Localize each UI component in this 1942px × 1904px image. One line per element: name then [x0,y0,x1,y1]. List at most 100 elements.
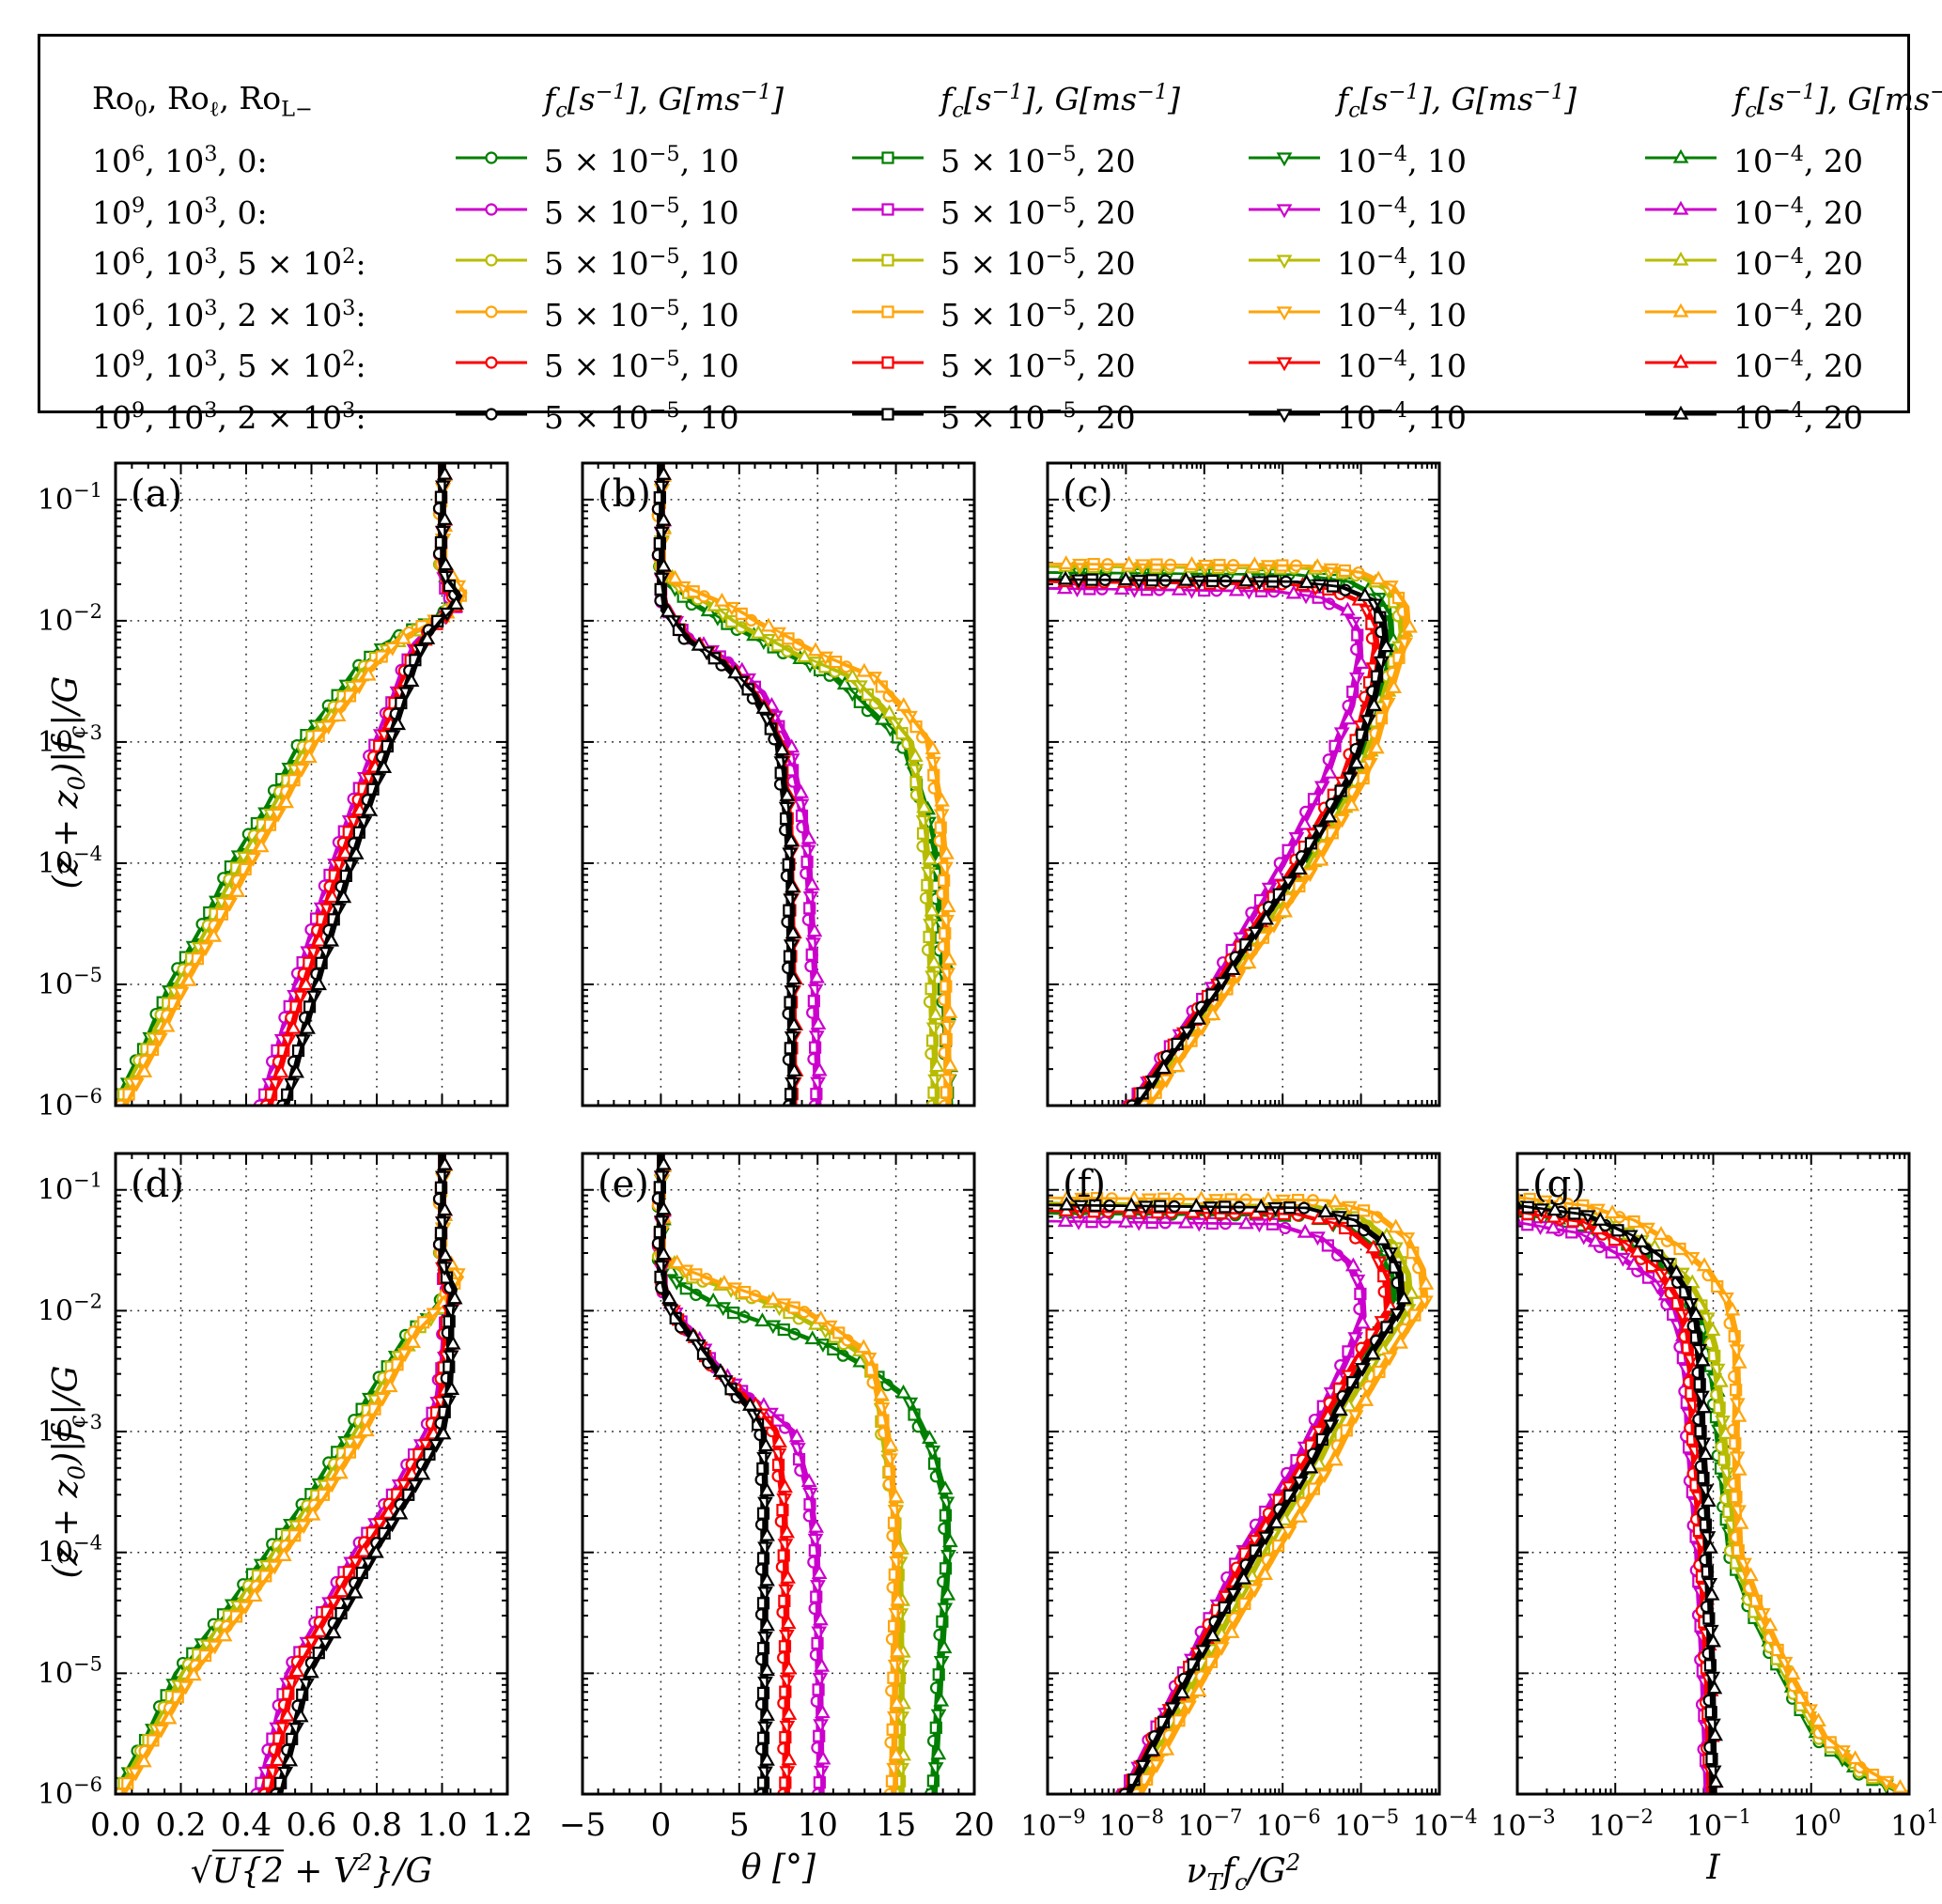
circle-marker-icon [456,304,527,318]
series-olive-triangle-up [662,463,940,1106]
legend-row-label: 109, 103, 2 × 103: [92,397,366,436]
legend-header-params-2: fc[s−1], G[ms−1] [940,80,1180,123]
legend-entry-label: 10−4, 20 [1733,244,1864,282]
series-green-triangle-up [1049,571,1395,1106]
legend-sample-circle [454,298,529,330]
panel-frame-c [1046,461,1441,1107]
legend-row-label: 109, 103, 5 × 102: [92,347,366,384]
x-axis-label-f: νTfc/G2 [1186,1849,1301,1896]
series-orange-triangle-up [1049,563,1412,1106]
svg-text:10−8: 10−8 [1099,1805,1164,1843]
series-black-triangle-down [1048,578,1387,1106]
svg-text:10−3: 10−3 [38,1411,102,1448]
series-green-triangle-down [1048,571,1393,1106]
series-black-circle [1048,1203,1401,1794]
svg-text:1.2: 1.2 [482,1806,533,1844]
y-axis-label-a: (z + z0)|fc|/G [46,675,91,890]
series-black-circle [657,463,790,1106]
y-axis-label-d: (z + z0)|fc|/G [46,1365,91,1579]
svg-text:10−6: 10−6 [38,1773,102,1811]
legend-sample-triangle-up [1643,246,1718,278]
legend-sample-triangle-down [1247,298,1322,330]
panel-d: 0.0 0.2 0.4 0.6 0.8 1.0 1.2 10−1 10−2 10−3 10−4 10−… [38,1152,533,1844]
series-black-triangle-down [660,1153,767,1794]
svg-text:10−2: 10−2 [38,1290,102,1327]
panel-c: (c) [1046,461,1441,1107]
series-red-circle [1048,1209,1387,1794]
panel-a: 10−1 10−2 10−3 10−4 10−5 10−6 (a) [38,461,509,1122]
panel-e: −5 0 5 10 15 20 (e) [559,1152,995,1844]
triangle-up-marker-icon [1645,302,1717,317]
series-green-circle [1048,1212,1392,1794]
legend-entry-label: 5 × 10−5, 20 [940,397,1136,436]
panel-frame-a [114,461,509,1107]
legend-sample-triangle-down [1247,195,1322,227]
series-red-circle [657,463,792,1106]
series-black-square [659,1153,765,1794]
panel-letter-d: (d) [131,1163,184,1206]
svg-text:10−2: 10−2 [38,600,102,638]
legend-entry-label: 10−4, 10 [1337,397,1468,436]
panel-frame-d [114,1152,509,1796]
panel-b: (b) [581,461,976,1107]
triangle-up-marker-icon [1645,353,1717,368]
series-black-square [659,463,792,1106]
svg-text:0.6: 0.6 [286,1806,336,1844]
triangle-down-marker-icon [1249,203,1320,218]
series-black-triangle-down [660,463,794,1106]
series-olive-circle [1048,1201,1408,1794]
series-black-triangle-up [1049,578,1389,1106]
svg-text:10−3: 10−3 [38,721,102,759]
svg-text:0.8: 0.8 [351,1806,402,1844]
legend-sample-square [850,298,925,330]
svg-text:5: 5 [729,1806,750,1844]
legend-sample-triangle-down [1247,348,1322,380]
legend-header-params-1: fc[s−1], G[ms−1] [544,80,784,123]
legend-row-label: 109, 103, 0: [92,193,268,231]
legend-sample-square [850,144,925,176]
legend-sample-square [850,348,925,380]
x-axis-label-d: √U{2 + V2}/G [190,1849,433,1891]
series-magenta-circle [1048,1219,1361,1794]
series-orange-triangle-up [1519,1196,1909,1794]
svg-text:10−3: 10−3 [1490,1805,1555,1843]
svg-text:1.0: 1.0 [416,1806,467,1844]
series-orange-triangle-up [662,463,952,1106]
series-magenta-square [1048,1219,1363,1794]
series-black-triangle-up [1519,1204,1717,1794]
svg-text:10−6: 10−6 [1256,1805,1321,1843]
svg-text:10−5: 10−5 [1334,1805,1399,1843]
series-orange-triangle-up [125,463,468,1106]
svg-text:10−9: 10−9 [1020,1805,1085,1843]
square-marker-icon [852,407,924,421]
series-red-triangle-down [1048,1209,1390,1794]
series-red-triangle-up [1049,1209,1392,1794]
svg-text:10−1: 10−1 [38,1169,102,1207]
legend-entry-label: 5 × 10−5, 10 [544,142,739,179]
series-magenta-triangle-up [1049,587,1364,1106]
svg-text:10−4: 10−4 [38,843,102,880]
legend-entry-label: 10−4, 20 [1733,295,1864,333]
series-black-triangle-down [1048,1203,1405,1794]
svg-text:100: 100 [1793,1805,1841,1843]
square-marker-icon [852,254,924,267]
triangle-down-marker-icon [1249,255,1320,270]
series-red-square [659,463,794,1106]
svg-text:10−1: 10−1 [1686,1805,1751,1843]
legend-entry-label: 5 × 10−5, 20 [940,347,1136,384]
svg-text:10: 10 [798,1806,838,1844]
panel-letter-f: (f) [1063,1163,1106,1206]
svg-text:0.0: 0.0 [90,1806,141,1844]
triangle-down-marker-icon [1249,408,1320,423]
legend-sample-square [850,400,925,432]
legend-sample-square [850,195,925,227]
triangle-down-marker-icon [1249,305,1320,320]
series-green-square [659,463,950,1106]
legend-row-label: 106, 103, 5 × 102: [92,244,366,282]
circle-marker-icon [456,151,527,164]
legend-entry-label: 5 × 10−5, 20 [940,244,1136,282]
series-black-triangle-up [662,463,796,1106]
legend-entry-label: 10−4, 20 [1733,397,1864,436]
square-marker-icon [852,356,924,369]
